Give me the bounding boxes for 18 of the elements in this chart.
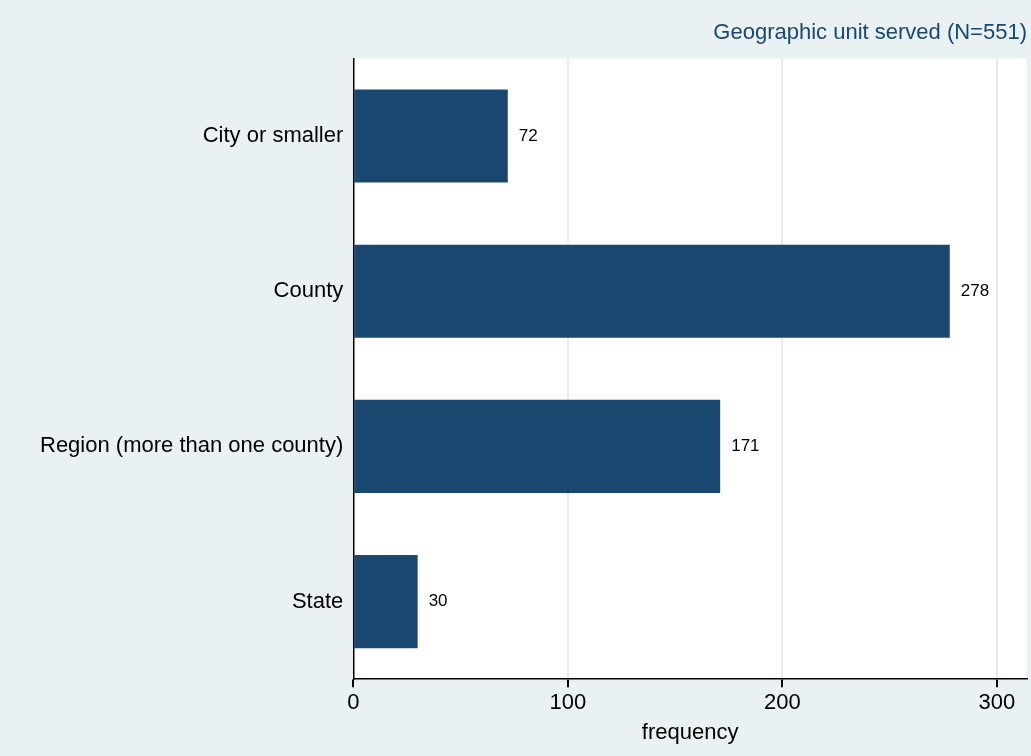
y-tick-label: State [291, 587, 344, 613]
x-tick-label: 100 [549, 689, 587, 715]
bar [354, 244, 950, 338]
y-tick-label: City or smaller [202, 122, 344, 148]
x-tick-label: 300 [978, 689, 1016, 715]
y-tick-label: County [273, 277, 344, 303]
data-label: 171 [731, 436, 760, 456]
x-tick-label: 200 [764, 689, 801, 715]
data-label: 72 [518, 125, 538, 145]
x-axis-title: frequency [641, 718, 739, 744]
bar [354, 399, 721, 493]
x-tick-label: 0 [347, 689, 360, 715]
bar [354, 89, 508, 183]
chart-title: Geographic unit served (N=551) [713, 19, 1027, 45]
data-label: 30 [428, 591, 448, 611]
bar [354, 555, 418, 649]
y-tick-label: Region (more than one county) [39, 432, 344, 458]
data-label: 278 [960, 280, 990, 300]
